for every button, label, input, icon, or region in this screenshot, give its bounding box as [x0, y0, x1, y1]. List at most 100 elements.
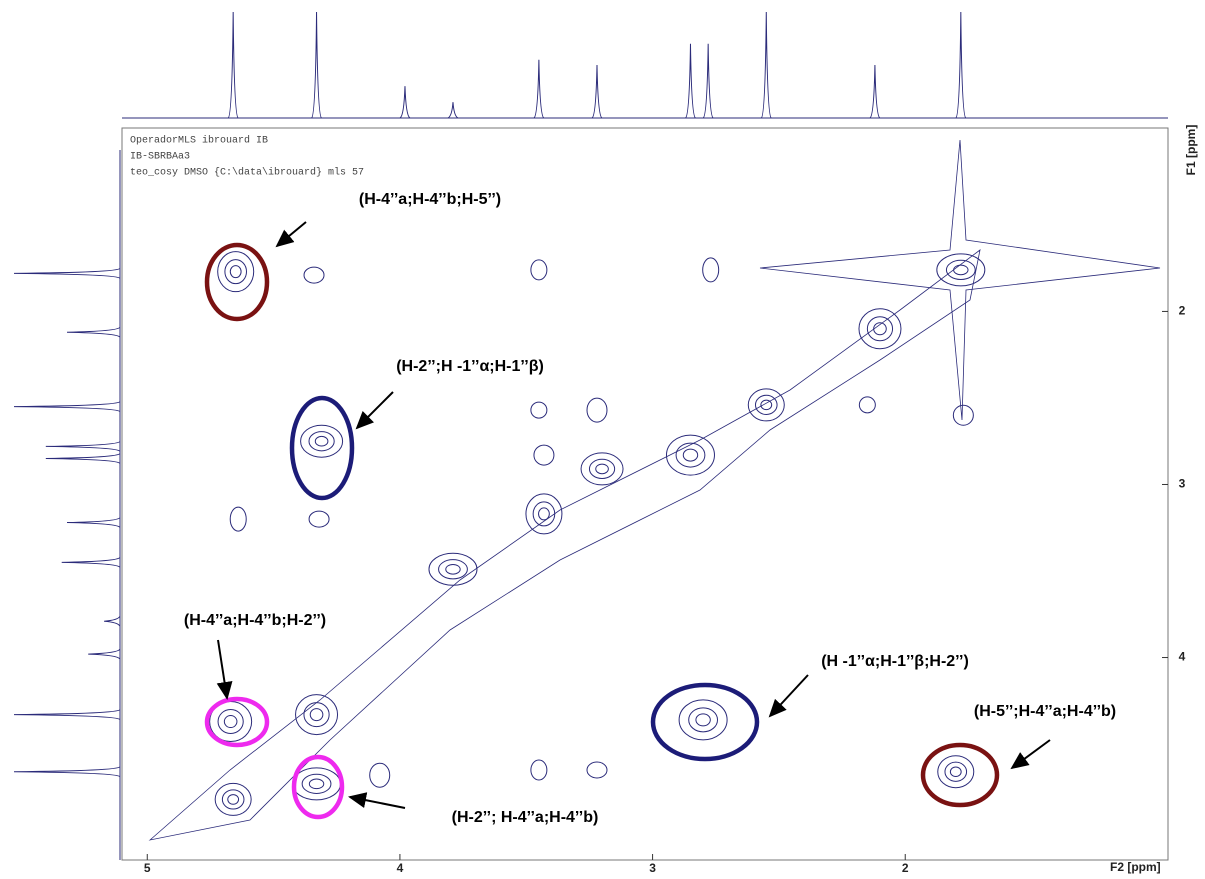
diagonal-contour [148, 249, 981, 841]
top-projection-peak [311, 11, 322, 119]
cross-peak [858, 396, 876, 414]
y-tick-label: 4 [1179, 650, 1186, 664]
contour-ring [945, 259, 976, 281]
x-axis-label: F2 [ppm] [1110, 860, 1161, 874]
top-projection-peak [399, 86, 411, 119]
contour-ring [301, 773, 332, 794]
ridge-contour [759, 139, 1161, 421]
highlight-ellipse [650, 682, 760, 762]
contour-ring [688, 707, 719, 733]
left-projection-peak [13, 766, 121, 778]
cross-peak [580, 452, 624, 486]
annotation-arrow [768, 674, 809, 718]
y-axis-label: F1 [ppm] [1184, 125, 1198, 176]
contour-ring [675, 442, 706, 468]
contour-ring [953, 264, 969, 276]
cross-peak [936, 253, 986, 287]
annotation: (H-4’’a;H-4’’b;H-5’’) [359, 191, 501, 208]
cross-peak [525, 493, 563, 535]
cross-peak [530, 759, 548, 781]
left-projection-peak [66, 326, 121, 338]
cross-peak [530, 401, 548, 419]
contour-ring [866, 316, 894, 342]
highlight-ellipse [204, 696, 270, 748]
contour-ring [438, 559, 468, 580]
contour-ring [695, 713, 711, 727]
contour-ring [221, 789, 245, 810]
cross-peak [229, 506, 247, 532]
contour-ring [682, 448, 699, 462]
top-projection-peak [760, 11, 772, 119]
contour-ring [223, 715, 238, 729]
top-projection-peak [227, 11, 239, 119]
top-projection-peak [702, 43, 714, 119]
contour-ring [217, 709, 244, 735]
contour-ring [224, 259, 247, 285]
cross-peak [300, 424, 344, 458]
left-projection-peak [45, 453, 121, 464]
cross-peak [533, 444, 555, 466]
annotation: (H-2’’;H -1’’α;H-1’’β) [396, 358, 544, 375]
highlight-ellipse [204, 242, 270, 322]
left-projection-peak [66, 517, 121, 528]
left-projection-peak [45, 440, 121, 452]
cross-peak [678, 699, 728, 741]
cross-peak [303, 266, 325, 284]
header-line: IB-SBRBAa3 [130, 152, 190, 163]
top-projection-peak [685, 43, 696, 119]
left-projection-peak [13, 267, 121, 279]
contour-ring [754, 394, 778, 415]
contour-ring [538, 507, 550, 521]
cross-peak [428, 552, 478, 586]
contour-ring [445, 563, 461, 575]
annotation-arrow [355, 391, 394, 430]
contour-ring [873, 322, 887, 336]
annotation: (H-2’’; H-4’’a;H-4’’b) [452, 809, 599, 826]
cross-peak [702, 257, 720, 283]
top-projection-peak [869, 64, 881, 119]
header-line: teo_cosy DMSO {C:\data\ibrouard} mls 57 [130, 167, 364, 179]
top-projection-peak [955, 11, 967, 119]
cross-peak [937, 755, 975, 789]
annotation-arrow [1010, 739, 1051, 770]
contour-ring [303, 702, 330, 728]
contour-ring [314, 435, 329, 447]
contour-ring [308, 431, 335, 452]
cross-peak [952, 404, 974, 426]
cross-peak [295, 694, 339, 736]
left-projection-peak [104, 615, 121, 627]
y-tick-label: 3 [1179, 477, 1186, 491]
contour-ring [595, 463, 609, 475]
contour-ring [760, 399, 773, 411]
contour-ring [532, 501, 556, 527]
cross-peak [747, 388, 785, 422]
cross-peak [665, 434, 715, 476]
left-projection-peak [88, 648, 121, 660]
header-line: OperadorMLS ibrouard IB [130, 135, 268, 147]
cross-peak [214, 782, 252, 816]
highlight-ellipse [920, 742, 1000, 808]
cross-peak [586, 397, 608, 423]
left-projection-peak [61, 556, 121, 568]
top-projection-peak [533, 59, 545, 119]
y-tick-label: 2 [1179, 304, 1186, 318]
x-tick-label: 4 [397, 861, 404, 875]
contour-ring [949, 766, 962, 778]
contour-ring [308, 778, 325, 790]
highlight-ellipse [289, 395, 355, 501]
cross-peak [292, 767, 342, 801]
left-projection-peak [13, 401, 121, 413]
cross-peak [217, 251, 255, 293]
cross-peak [858, 308, 902, 350]
annotation-arrow [216, 639, 233, 700]
contour-ring [227, 794, 240, 805]
annotation: (H-5’’;H-4’’a;H-4’’b) [974, 703, 1116, 720]
cross-peak [369, 762, 391, 788]
top-projection-peak [447, 102, 459, 119]
contour-ring [944, 761, 968, 782]
contour-ring [229, 265, 242, 279]
plot-frame [121, 127, 1169, 861]
annotation-arrow [348, 792, 406, 809]
cross-peak [308, 510, 330, 528]
